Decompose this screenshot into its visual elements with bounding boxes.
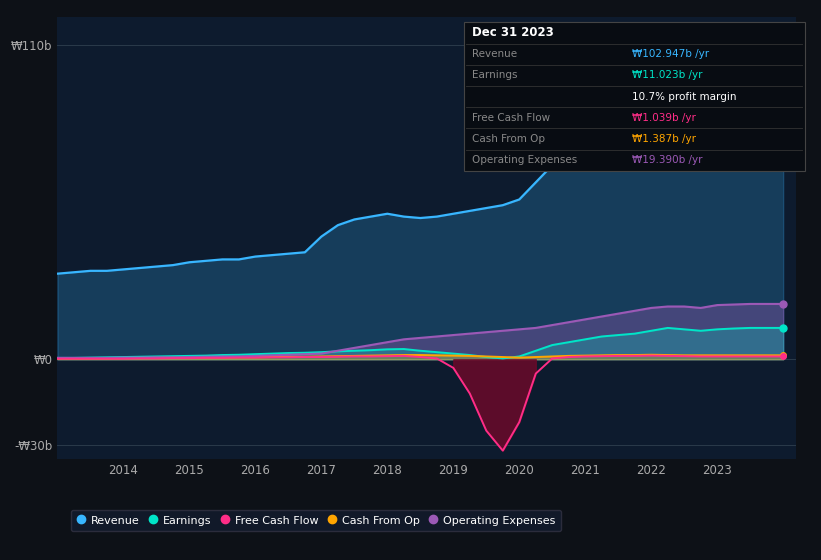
Text: ₩1.387b /yr: ₩1.387b /yr [632,134,696,144]
Text: Dec 31 2023: Dec 31 2023 [472,26,554,40]
Text: ₩19.390b /yr: ₩19.390b /yr [632,155,703,165]
Text: Cash From Op: Cash From Op [472,134,545,144]
Text: 10.7% profit margin: 10.7% profit margin [632,92,736,101]
Text: Revenue: Revenue [472,49,517,59]
Legend: Revenue, Earnings, Free Cash Flow, Cash From Op, Operating Expenses: Revenue, Earnings, Free Cash Flow, Cash … [71,510,561,531]
Text: ₩102.947b /yr: ₩102.947b /yr [632,49,709,59]
Text: ₩1.039b /yr: ₩1.039b /yr [632,113,696,123]
Text: ₩11.023b /yr: ₩11.023b /yr [632,71,703,81]
Text: Earnings: Earnings [472,71,517,81]
Text: Free Cash Flow: Free Cash Flow [472,113,550,123]
Text: Operating Expenses: Operating Expenses [472,155,577,165]
